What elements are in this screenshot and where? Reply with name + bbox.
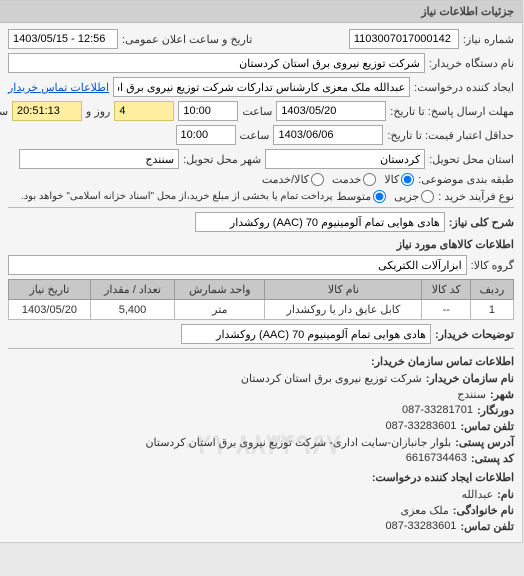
addr-k: آدرس پستی: bbox=[456, 436, 515, 449]
valid-time-input[interactable] bbox=[177, 125, 237, 145]
org-v: شرکت توزیع نیروی برق استان کردستان bbox=[242, 372, 423, 385]
table-header-row: ردیف کد کالا نام کالا واحد شمارش تعداد /… bbox=[10, 280, 515, 300]
buyer-contact-link[interactable]: اطلاعات تماس خریدار bbox=[9, 81, 110, 94]
panel-title: جزئیات اطلاعات نیاز bbox=[1, 1, 523, 23]
org-k: نام سازمان خریدار: bbox=[427, 372, 515, 385]
reply-time-label: ساعت bbox=[243, 105, 273, 118]
divider-2 bbox=[9, 348, 515, 349]
goods-table: ردیف کد کالا نام کالا واحد شمارش تعداد /… bbox=[9, 279, 515, 320]
purchase-note: پرداخت تمام یا بخشی از مبلغ خرید،از محل … bbox=[22, 191, 334, 202]
cell-code: -- bbox=[423, 300, 471, 320]
classify-label: طبقه بندی موضوعی: bbox=[419, 173, 515, 186]
goods-group-label: گروه کالا: bbox=[472, 259, 515, 272]
post-k: کد پستی: bbox=[472, 452, 515, 465]
remain-label: ساعت باقی مانده bbox=[0, 105, 9, 118]
lname-k: نام خانوادگی: bbox=[454, 504, 515, 517]
need-title-label: شرح کلی نیاز: bbox=[450, 216, 515, 229]
th-date: تاریخ نیاز bbox=[10, 280, 92, 300]
need-title-input[interactable] bbox=[196, 212, 446, 232]
announce-label: تاریخ و ساعت اعلان عمومی: bbox=[123, 33, 253, 46]
goods-group-input[interactable] bbox=[9, 255, 468, 275]
fax-v: 087-33281701 bbox=[403, 404, 474, 417]
city-input[interactable] bbox=[20, 149, 180, 169]
valid-date-input[interactable] bbox=[274, 125, 384, 145]
post-v: 6616734463 bbox=[407, 452, 468, 465]
req-contact-title: اطلاعات ایجاد کننده درخواست: bbox=[9, 471, 515, 484]
cell-unit: متر bbox=[176, 300, 266, 320]
radio-goods[interactable]: کالا bbox=[385, 173, 415, 186]
th-qty: تعداد / مقدار bbox=[91, 280, 175, 300]
cell-name: کابل عایق دار یا روکشدار bbox=[266, 300, 423, 320]
contact-city-v: سنندج bbox=[458, 388, 487, 401]
name-v: عبدالله bbox=[463, 488, 495, 501]
table-row[interactable]: 1 -- کابل عایق دار یا روکشدار متر 5,400 … bbox=[10, 300, 515, 320]
th-row: ردیف bbox=[471, 280, 514, 300]
rtel-k: تلفن تماس: bbox=[461, 520, 515, 533]
th-name: نام کالا bbox=[266, 280, 423, 300]
purchase-type-label: نوع فرآیند خرید : bbox=[439, 190, 515, 203]
requester-label: ایجاد کننده درخواست: bbox=[415, 81, 515, 94]
reply-date-input[interactable] bbox=[277, 101, 387, 121]
lname-v: ملک معزی bbox=[401, 504, 449, 517]
th-unit: واحد شمارش bbox=[176, 280, 266, 300]
cell-qty: 5,400 bbox=[91, 300, 175, 320]
fax-k: دورنگار: bbox=[478, 404, 515, 417]
time-remaining-input bbox=[13, 101, 83, 121]
need-no-input[interactable] bbox=[350, 29, 460, 49]
radio-service[interactable]: خدمت bbox=[333, 173, 377, 186]
cell-date: 1403/05/20 bbox=[10, 300, 92, 320]
rtel-v: 087-33283601 bbox=[386, 520, 457, 533]
tel-k: تلفن تماس: bbox=[461, 420, 515, 433]
cell-row: 1 bbox=[471, 300, 514, 320]
goods-info-title: اطلاعات کالاهای مورد نیاز bbox=[9, 238, 515, 251]
announce-input[interactable] bbox=[9, 29, 119, 49]
radio-small[interactable]: جزیی bbox=[395, 190, 435, 203]
days-remaining-input bbox=[115, 101, 175, 121]
classify-radio-group: کالا خدمت کالا/خدمت bbox=[263, 173, 415, 186]
city-label: شهر محل تحویل: bbox=[184, 153, 262, 166]
need-no-label: شماره نیاز: bbox=[464, 33, 515, 46]
buyer-org-input[interactable] bbox=[9, 53, 426, 73]
requester-input[interactable] bbox=[114, 77, 411, 97]
days-label: روز و bbox=[87, 105, 111, 118]
buyer-desc-label: توضیحات خریدار: bbox=[436, 328, 515, 341]
radio-medium[interactable]: متوسط bbox=[338, 190, 388, 203]
buyer-org-label: نام دستگاه خریدار: bbox=[430, 57, 515, 70]
valid-until-label: حداقل اعتبار قیمت: تا تاریخ: bbox=[388, 129, 515, 142]
th-code: کد کالا bbox=[423, 280, 471, 300]
details-panel: جزئیات اطلاعات نیاز شماره نیاز: تاریخ و … bbox=[0, 0, 524, 543]
contact-block: اطلاعات تماس سازمان خریدار: نام سازمان خ… bbox=[9, 355, 515, 533]
contact-title: اطلاعات تماس سازمان خریدار: bbox=[9, 355, 515, 368]
state-label: استان محل تحویل: bbox=[430, 153, 515, 166]
reply-until-label: مهلت ارسال پاسخ: تا تاریخ: bbox=[391, 105, 515, 118]
state-input[interactable] bbox=[266, 149, 426, 169]
tel-v: 087-33283601 bbox=[386, 420, 457, 433]
valid-time-label: ساعت bbox=[241, 129, 271, 142]
addr-v: بلوار جانبازان-سایت اداری- شرکت توزیع نی… bbox=[146, 436, 452, 449]
contact-city-k: شهر: bbox=[491, 388, 515, 401]
radio-goods-service[interactable]: کالا/خدمت bbox=[263, 173, 325, 186]
buyer-desc-input[interactable] bbox=[182, 324, 432, 344]
divider bbox=[9, 207, 515, 208]
reply-time-input[interactable] bbox=[179, 101, 239, 121]
name-k: نام: bbox=[498, 488, 515, 501]
purchase-radio-group: جزیی متوسط bbox=[338, 190, 436, 203]
